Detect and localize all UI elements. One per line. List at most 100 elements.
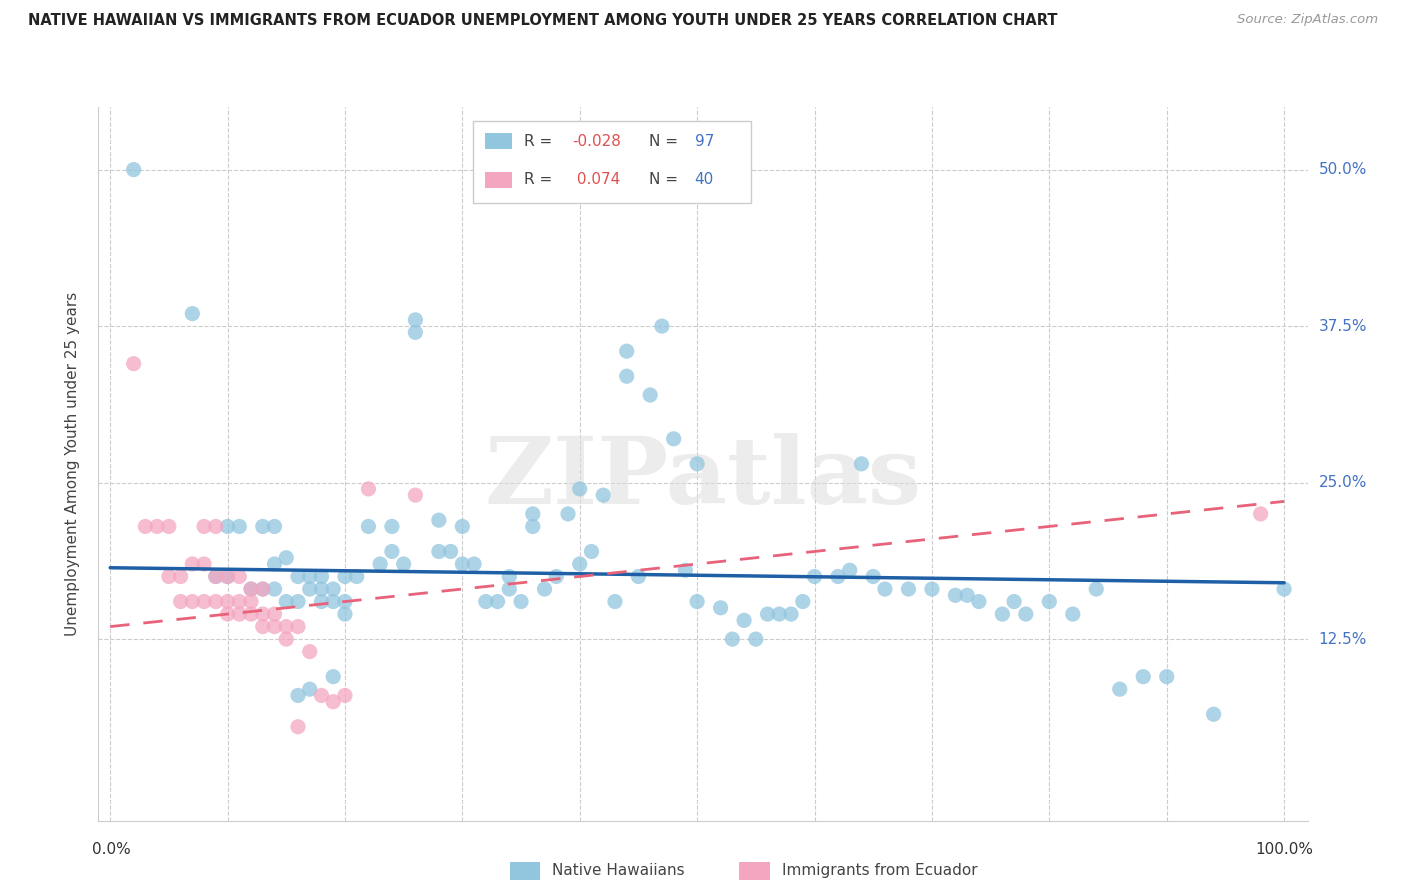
Point	[252, 582, 274, 596]
Point	[780, 607, 803, 621]
Point	[803, 569, 825, 583]
Point	[581, 544, 603, 558]
Point	[263, 582, 285, 596]
Point	[333, 607, 356, 621]
Point	[276, 619, 298, 633]
Point	[263, 607, 285, 621]
Text: 100.0%: 100.0%	[1256, 842, 1313, 857]
Point	[181, 557, 204, 571]
Point	[627, 569, 650, 583]
Point	[546, 569, 568, 583]
Point	[756, 607, 779, 621]
Point	[181, 307, 204, 321]
Point	[252, 619, 274, 633]
Point	[404, 488, 426, 502]
Point	[240, 594, 263, 608]
Point	[533, 582, 555, 596]
Point	[439, 544, 461, 558]
Point	[357, 482, 380, 496]
Point	[217, 519, 239, 533]
Point	[287, 569, 309, 583]
Point	[1015, 607, 1038, 621]
Point	[204, 569, 226, 583]
Point	[252, 582, 274, 596]
Point	[967, 594, 990, 608]
Point	[381, 544, 404, 558]
Point	[204, 569, 226, 583]
Point	[721, 632, 744, 646]
Point	[1250, 507, 1272, 521]
Point	[333, 569, 356, 583]
Point	[193, 519, 215, 533]
Text: N =: N =	[648, 134, 682, 149]
Bar	[485, 172, 512, 187]
Point	[498, 582, 520, 596]
Point	[991, 607, 1014, 621]
Point	[1062, 607, 1084, 621]
Point	[217, 569, 239, 583]
Point	[276, 594, 298, 608]
Point	[217, 594, 239, 608]
Point	[592, 488, 614, 502]
Point	[651, 319, 673, 334]
Point	[322, 670, 344, 684]
Point	[263, 519, 285, 533]
Point	[956, 588, 979, 602]
Point	[276, 632, 298, 646]
Point	[451, 557, 474, 571]
Point	[673, 563, 696, 577]
Point	[427, 513, 450, 527]
Point	[228, 569, 250, 583]
Point	[311, 582, 333, 596]
Point	[522, 507, 544, 521]
Point	[322, 594, 344, 608]
Point	[228, 594, 250, 608]
Text: 40: 40	[695, 172, 714, 187]
Point	[204, 519, 226, 533]
Text: 25.0%: 25.0%	[1319, 475, 1367, 490]
Text: 50.0%: 50.0%	[1319, 162, 1367, 178]
Point	[276, 550, 298, 565]
Point	[368, 557, 391, 571]
Point	[240, 582, 263, 596]
Point	[522, 519, 544, 533]
Text: 0.0%: 0.0%	[93, 842, 131, 857]
Point	[486, 594, 509, 608]
Point	[1272, 582, 1295, 596]
Point	[686, 457, 709, 471]
Point	[298, 582, 321, 596]
Point	[298, 682, 321, 697]
Point	[157, 569, 180, 583]
Point	[568, 482, 591, 496]
Point	[710, 600, 733, 615]
Text: R =: R =	[524, 134, 557, 149]
Point	[181, 594, 204, 608]
Point	[169, 569, 191, 583]
Point	[838, 563, 860, 577]
Point	[287, 619, 309, 633]
Point	[557, 507, 579, 521]
Point	[686, 594, 709, 608]
Point	[897, 582, 920, 596]
Point	[333, 689, 356, 703]
Point	[228, 607, 250, 621]
Point	[873, 582, 896, 596]
Point	[1202, 707, 1225, 722]
Point	[862, 569, 884, 583]
Point	[1108, 682, 1130, 697]
Point	[157, 519, 180, 533]
Point	[122, 357, 145, 371]
Point	[228, 519, 250, 533]
Point	[311, 569, 333, 583]
Point	[169, 594, 191, 608]
Point	[263, 557, 285, 571]
Point	[287, 720, 309, 734]
Point	[240, 607, 263, 621]
Point	[662, 432, 685, 446]
Point	[311, 689, 333, 703]
Bar	[740, 862, 769, 880]
Point	[357, 519, 380, 533]
Point	[768, 607, 790, 621]
Point	[240, 582, 263, 596]
Point	[451, 519, 474, 533]
